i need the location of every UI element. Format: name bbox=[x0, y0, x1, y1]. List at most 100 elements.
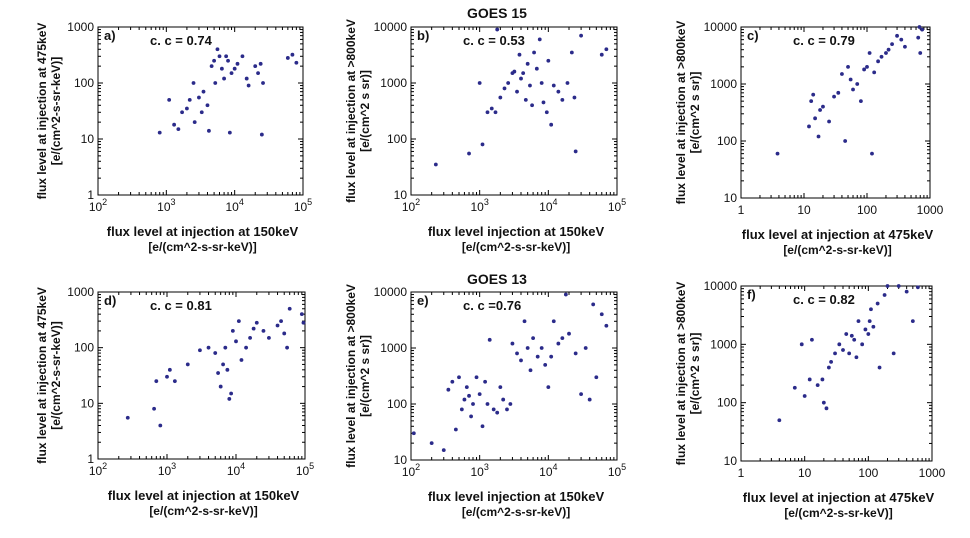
data-point bbox=[223, 345, 228, 350]
data-point bbox=[433, 162, 438, 167]
data-point bbox=[818, 108, 822, 112]
data-point bbox=[870, 151, 874, 156]
data-point bbox=[253, 64, 258, 69]
data-point bbox=[282, 331, 287, 336]
x-tick-label: 104 bbox=[225, 197, 243, 214]
data-point bbox=[841, 348, 845, 352]
scatter-panel-d: 102 103 104 105 1 10 100 1000 d) c. c = 0.81 flux … bbox=[35, 285, 314, 518]
data-point bbox=[532, 50, 536, 55]
data-point bbox=[471, 402, 475, 406]
data-point bbox=[882, 293, 887, 297]
data-point bbox=[551, 319, 556, 324]
data-point bbox=[904, 289, 909, 294]
data-point bbox=[287, 306, 292, 311]
x-tick-label: 1 bbox=[738, 466, 745, 480]
y-axis-units: [e/(cm^2 s sr)] bbox=[688, 72, 702, 154]
data-point bbox=[523, 97, 528, 102]
data-point bbox=[543, 362, 548, 367]
x-axis-label: flux level injection at 150keV bbox=[428, 224, 605, 239]
data-point bbox=[467, 393, 471, 398]
data-point bbox=[157, 130, 162, 135]
y-tick-label: 100 bbox=[387, 397, 407, 411]
data-point bbox=[474, 375, 479, 380]
data-point bbox=[411, 431, 416, 436]
data-point bbox=[856, 319, 861, 324]
data-point bbox=[192, 120, 197, 125]
x-tick-label: 104 bbox=[227, 461, 245, 478]
data-point bbox=[152, 406, 156, 411]
data-point bbox=[267, 335, 271, 340]
data-point bbox=[285, 56, 290, 60]
data-point bbox=[867, 319, 872, 324]
data-point bbox=[229, 71, 234, 76]
data-point bbox=[517, 52, 522, 57]
data-point bbox=[865, 64, 869, 69]
data-point bbox=[125, 415, 130, 420]
plot-frame bbox=[740, 285, 933, 462]
x-tick-label: 1000 bbox=[917, 203, 944, 217]
x-tick-label: 1 bbox=[738, 203, 745, 217]
data-point bbox=[843, 139, 848, 143]
data-point bbox=[205, 103, 210, 108]
data-point bbox=[848, 77, 853, 82]
data-point bbox=[885, 284, 890, 288]
x-axis-label: flux level at injection at 150keV bbox=[108, 488, 300, 503]
data-point bbox=[556, 341, 561, 346]
panel-label: f) bbox=[747, 287, 756, 302]
x-axis-units: [e/(cm^2-s-sr-keV)] bbox=[148, 240, 256, 254]
data-point bbox=[224, 54, 229, 59]
data-point bbox=[544, 110, 549, 115]
data-point bbox=[775, 151, 780, 156]
x-tick-label: 100 bbox=[857, 203, 877, 217]
y-tick-label: 1000 bbox=[67, 20, 94, 34]
data-point bbox=[172, 379, 177, 384]
data-point bbox=[807, 124, 811, 129]
y-axis-label: flux level at injection at >800keV bbox=[674, 282, 688, 466]
data-point bbox=[217, 54, 222, 59]
y-tick-label: 10 bbox=[724, 191, 738, 205]
data-point bbox=[604, 47, 609, 52]
data-point bbox=[464, 385, 469, 390]
x-axis-label: flux level at injection at 475keV bbox=[742, 227, 934, 242]
scatter-panel-a: 102 103 104 105 1 10 100 1000 a) c. c = 0.74 flux … bbox=[35, 20, 312, 254]
data-point bbox=[896, 284, 901, 288]
x-tick-label: 105 bbox=[294, 197, 312, 214]
data-point bbox=[512, 69, 517, 74]
y-tick-label: 100 bbox=[74, 341, 94, 355]
data-point bbox=[505, 407, 509, 412]
data-point bbox=[198, 348, 202, 353]
data-point bbox=[852, 337, 857, 342]
data-point bbox=[862, 67, 867, 72]
data-point bbox=[833, 351, 837, 356]
data-point bbox=[165, 374, 169, 379]
data-point bbox=[225, 367, 230, 372]
x-axis-units: [e/(cm^2-s-sr-keV)] bbox=[462, 240, 570, 254]
data-point bbox=[515, 89, 519, 94]
y-tick-label: 10 bbox=[724, 454, 738, 468]
data-point bbox=[167, 367, 172, 372]
scatter-panel-b: 102 103 104 105 10 100 1000 10000 b) c. c = 0.53 f… bbox=[344, 19, 626, 254]
correlation-coefficient: c. c = 0.82 bbox=[793, 292, 855, 307]
x-axis-label: flux level at injection at 150keV bbox=[107, 224, 299, 239]
data-point bbox=[510, 341, 515, 346]
data-point bbox=[450, 379, 455, 384]
panel-label: b) bbox=[417, 28, 429, 43]
x-axis-label: flux level injection at 150keV bbox=[428, 489, 605, 504]
data-point bbox=[836, 90, 841, 95]
data-point bbox=[209, 64, 214, 69]
data-point bbox=[572, 95, 577, 100]
data-point bbox=[910, 319, 915, 324]
data-point bbox=[876, 59, 880, 64]
y-axis-units: [e/(cm^2 s sr)] bbox=[358, 335, 372, 417]
data-point bbox=[199, 110, 204, 115]
data-point bbox=[485, 402, 490, 406]
data-point bbox=[810, 337, 814, 342]
data-point bbox=[158, 423, 163, 428]
x-tick-label: 105 bbox=[608, 462, 626, 479]
y-axis-label: flux level at injection at >800keV bbox=[344, 284, 358, 468]
data-point bbox=[573, 351, 578, 356]
data-point bbox=[207, 128, 211, 133]
x-tick-label: 100 bbox=[858, 466, 878, 480]
